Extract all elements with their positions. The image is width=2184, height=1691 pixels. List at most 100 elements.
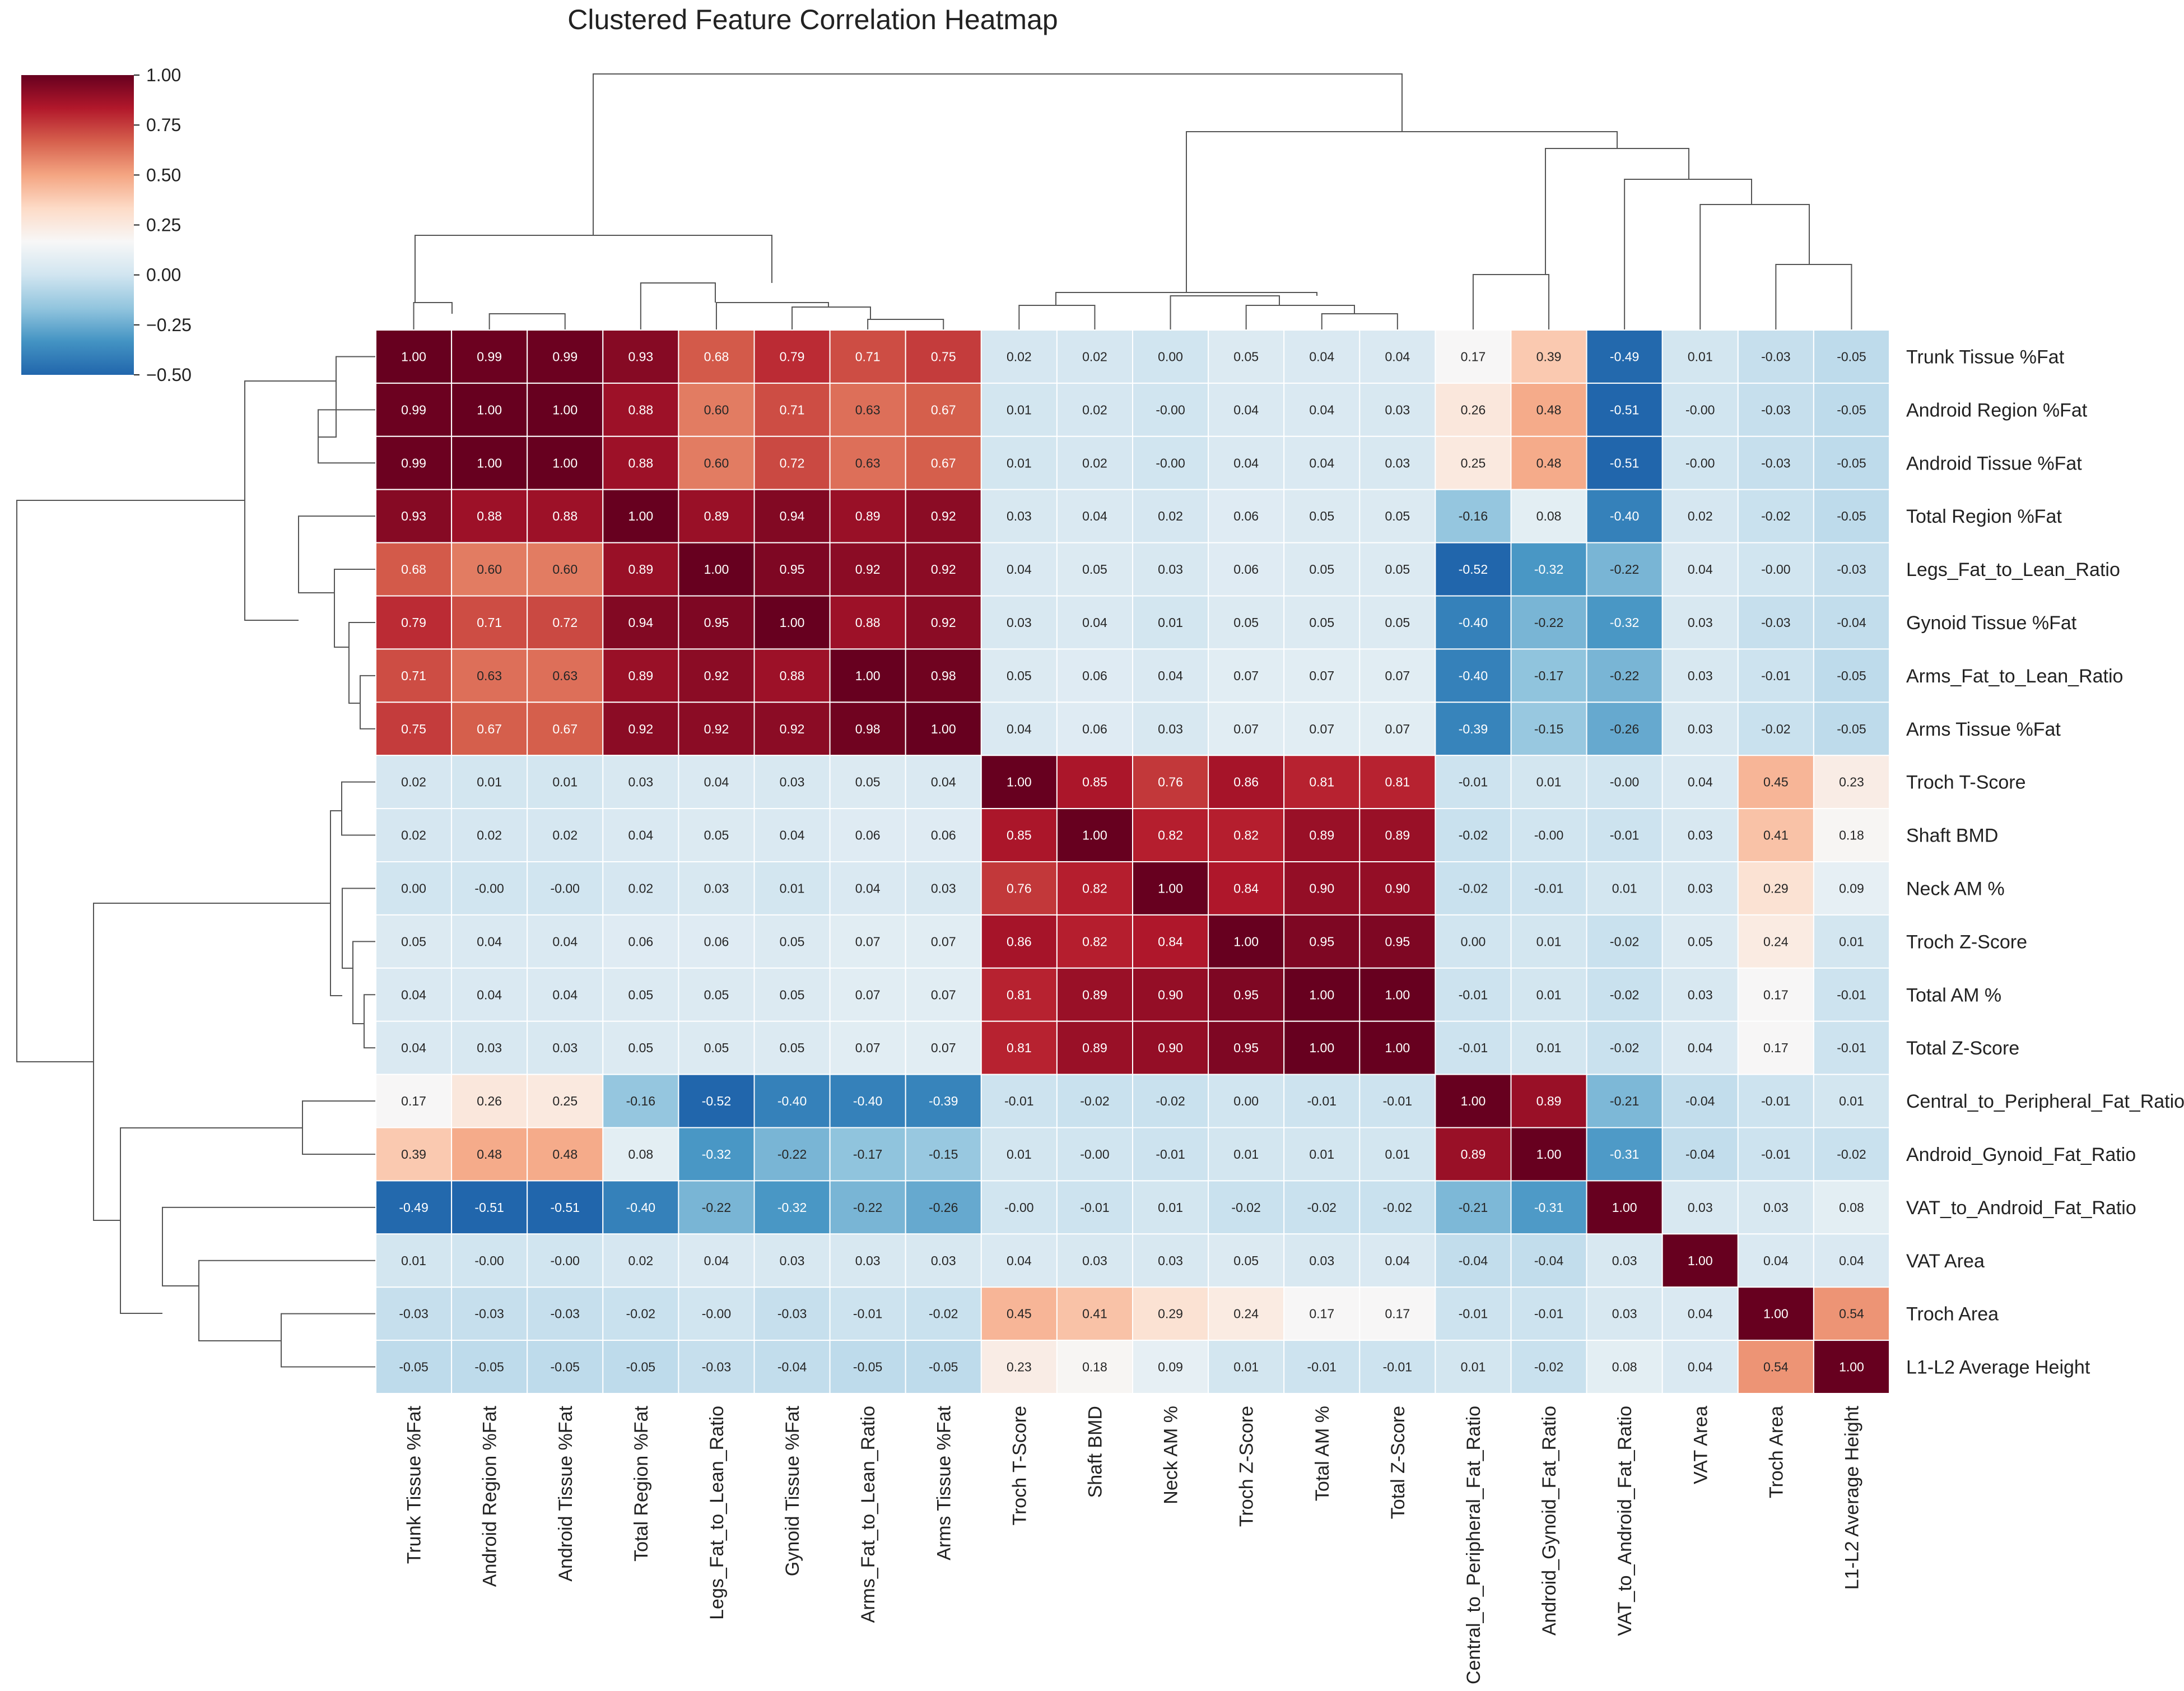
cell-value-label: 0.07 [931,1040,956,1055]
heatmap-cell [1359,595,1436,650]
heatmap-cell [905,382,982,437]
cell-value-label: -0.01 [1459,1040,1488,1055]
cell-value-label: 0.07 [1309,722,1334,736]
row-label-android-gynoid-fat-ratio: Android_Gynoid_Fat_Ratio [1906,1144,2136,1165]
heatmap-cell [527,702,604,756]
cell-value-label: 0.04 [704,775,729,789]
cell-value-label: 0.98 [931,668,956,683]
cell-value-label: 0.06 [704,934,729,949]
heatmap-cell [678,702,755,756]
row-dendrogram-link [334,569,376,648]
cell-value-label: 0.02 [552,828,578,843]
row-label-total-am: Total AM % [1906,984,2001,1006]
cell-value-label: 0.04 [1007,722,1032,736]
cell-value-label: 0.41 [1082,1307,1107,1321]
cell-value-label: -0.40 [1459,615,1488,630]
cell-value-label: 0.01 [1007,1147,1032,1162]
column-dendrogram-link [413,302,453,330]
cell-value-label: 0.08 [1536,509,1562,523]
heatmap-cell [1661,702,1739,756]
cell-value-label: -0.00 [1156,402,1185,417]
heatmap-cell [1283,435,1361,490]
cell-value-label: 0.05 [704,1040,729,1055]
heatmap-cell [527,1286,604,1341]
column-dendrogram-link [1699,204,1810,330]
cell-value-label: 0.01 [1839,934,1864,949]
cell-value-label: 0.01 [1536,934,1562,949]
cell-value-label: -0.32 [777,1200,807,1215]
row-label-arms-fat-to-lean-ratio: Arms_Fat_to_Lean_Ratio [1906,666,2123,687]
cell-value-label: -0.01 [1156,1147,1185,1162]
cell-value-label: -0.26 [1610,722,1639,736]
heatmap-cell [602,1180,679,1235]
cell-value-label: -0.01 [1080,1200,1109,1215]
heatmap-cell [753,755,831,810]
cell-value-label: 0.01 [401,1253,426,1268]
heatmap-cell [678,1020,755,1075]
heatmap-cell [1435,1286,1512,1341]
cell-value-label: -0.22 [702,1200,731,1215]
cell-value-label: 0.01 [1007,456,1032,470]
heatmap-cell [451,702,528,756]
cell-value-label: -0.51 [1610,402,1639,417]
cell-value-label: -0.05 [929,1360,958,1374]
cell-value-label: 0.04 [1082,509,1107,523]
cell-value-label: 0.89 [1461,1147,1486,1162]
cell-value-label: 0.26 [1461,402,1486,417]
cell-value-label: -0.05 [853,1360,882,1374]
cell-value-label: 1.00 [1309,987,1334,1002]
heatmap-cell [375,755,453,810]
cell-value-label: -0.00 [551,1253,580,1268]
heatmap-cell [980,1074,1058,1128]
cell-value-label: 0.04 [1082,615,1107,630]
cell-value-label: 0.07 [931,934,956,949]
cell-value-label: -0.40 [853,1094,882,1108]
cell-value-label: 1.00 [628,509,653,523]
heatmap-cell [1737,967,1814,1022]
column-label-vat-to-android-fat-ratio: VAT_to_Android_Fat_Ratio [1614,1406,1636,1636]
heatmap-cell [753,1074,831,1128]
heatmap-cell [753,1020,831,1075]
column-label-neck-am: Neck AM % [1161,1406,1182,1504]
heatmap-cell [1359,755,1436,810]
heatmap-cell [905,861,982,916]
heatmap-cell [753,382,831,437]
cell-value-label: 0.89 [1082,987,1107,1002]
cell-value-label: 0.63 [552,668,578,683]
cell-value-label: -0.03 [551,1307,580,1321]
cell-value-label: 1.00 [1839,1360,1864,1374]
heatmap-cell [375,861,453,916]
cell-value-label: -0.51 [1610,456,1639,470]
cell-value-label: -0.02 [1534,1360,1563,1374]
cell-value-label: 0.05 [704,987,729,1002]
cell-value-label: -0.03 [1837,562,1866,577]
heatmap-cell [451,755,528,810]
cell-value-label: -0.05 [1837,509,1866,523]
cell-value-label: 0.39 [1536,349,1562,364]
cell-value-label: -0.02 [1610,934,1639,949]
cell-value-label: -0.03 [1761,349,1790,364]
cell-value-label: -0.39 [1459,722,1488,736]
heatmap-cell [527,1340,604,1395]
cell-value-label: -0.01 [1534,881,1563,895]
heatmap-cell [1132,808,1209,862]
cell-value-label: 0.02 [1082,456,1107,470]
cell-value-label: 0.89 [628,668,653,683]
heatmap-cell [1435,861,1512,916]
cell-value-label: 0.03 [704,881,729,895]
cell-value-label: 0.63 [477,668,502,683]
heatmap-cell [1283,967,1361,1022]
column-label-troch-t-score: Troch T-Score [1009,1406,1030,1526]
row-label-android-tissue-fat: Android Tissue %Fat [1906,453,2082,474]
cell-value-label: 0.01 [1385,1147,1410,1162]
cell-value-label: 0.54 [1763,1360,1789,1374]
heatmap-cell [1737,914,1814,969]
cell-value-label: 0.09 [1158,1360,1183,1374]
heatmap-cell [1586,1074,1663,1128]
cell-value-label: 0.01 [1007,402,1032,417]
cell-value-label: -0.00 [474,1253,504,1268]
cell-value-label: 0.85 [1082,775,1107,789]
heatmap-cell [602,542,679,597]
cell-value-label: 0.17 [1385,1307,1410,1321]
heatmap-cell [527,595,604,650]
